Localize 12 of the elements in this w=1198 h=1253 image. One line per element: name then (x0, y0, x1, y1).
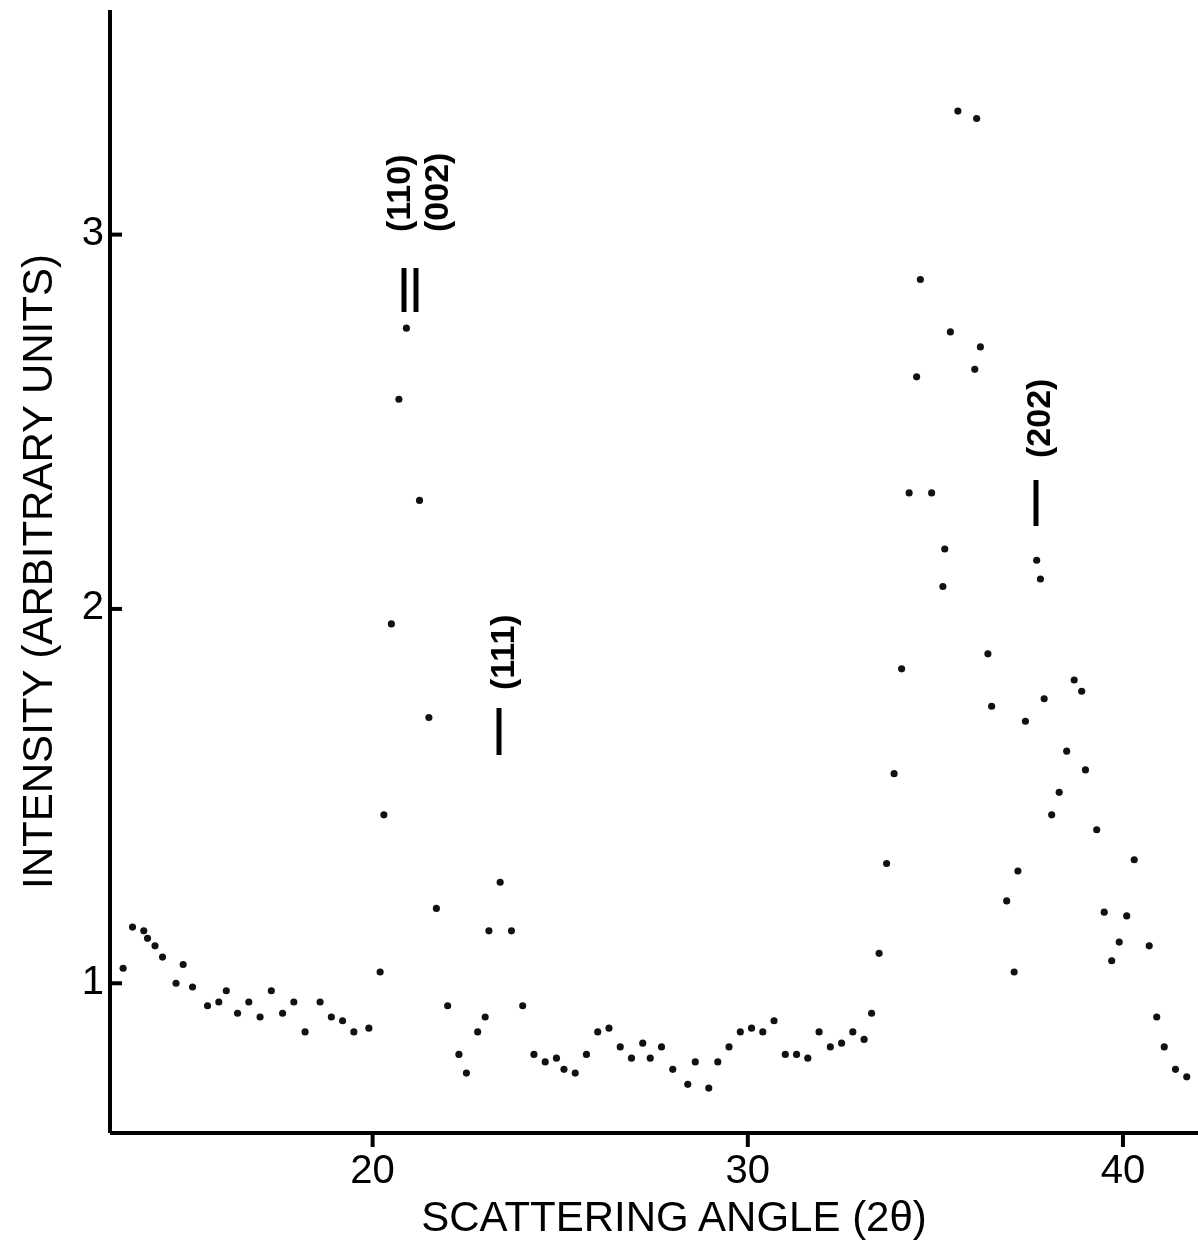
y-axis-title: INTENSITY (ARBITRARY UNITS) (14, 254, 61, 889)
y-tick-label: 2 (81, 583, 104, 628)
y-tick-label: 1 (81, 957, 104, 1002)
x-tick-label: 30 (725, 1147, 771, 1191)
annotation: (002) (417, 152, 455, 232)
x-tick-label: 20 (350, 1147, 395, 1191)
y-tick-label: 3 (81, 209, 104, 254)
annotation: (202) (1019, 378, 1057, 458)
annotation: (110) (379, 154, 417, 232)
x-axis-title: SCATTERING ANGLE (2θ) (421, 1193, 927, 1240)
x-tick-label: 40 (1100, 1147, 1146, 1191)
annotation: (111) (483, 614, 521, 690)
